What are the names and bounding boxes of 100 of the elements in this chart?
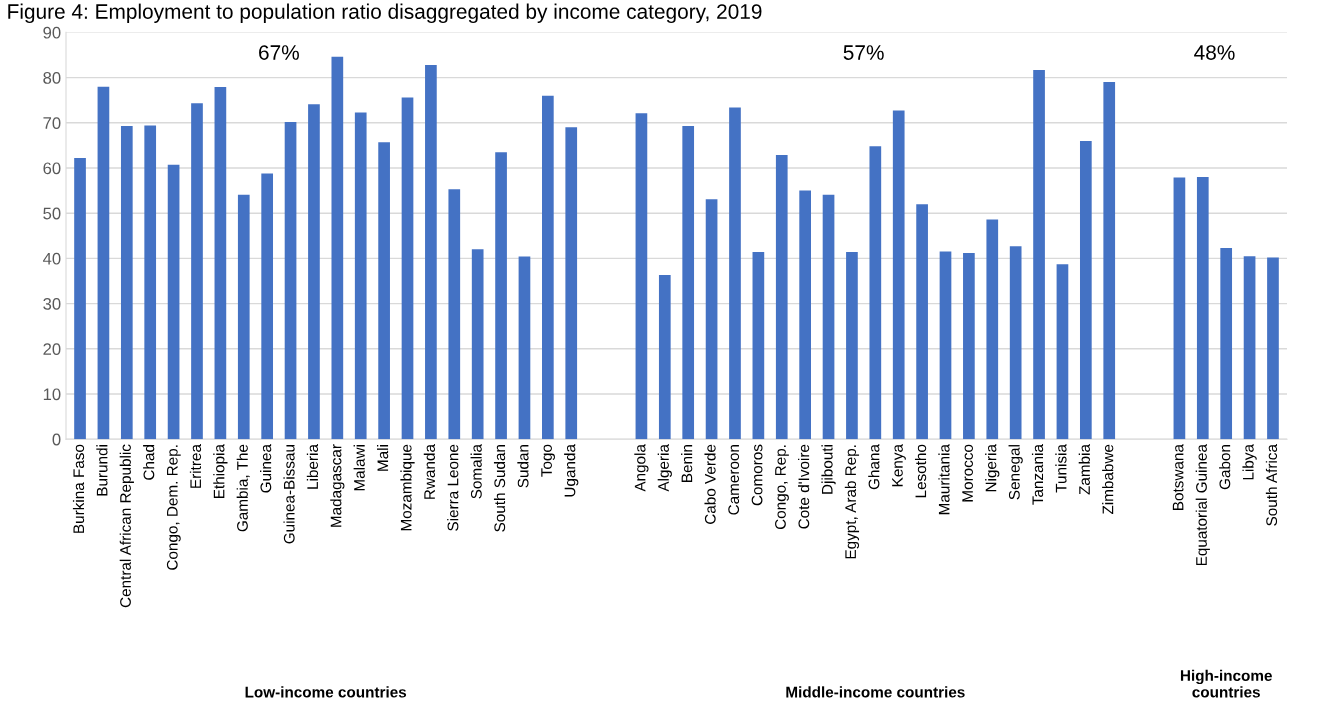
x-tick-label: Mauritania — [938, 444, 950, 515]
bar — [775, 154, 788, 440]
bar — [518, 256, 531, 440]
x-tick-label: Cabo Verde — [704, 444, 716, 524]
x-tick-label: Zambia — [1078, 444, 1090, 495]
x-tick-label: Sierra Leone — [447, 444, 459, 531]
x-tick-label: Ghana — [868, 444, 880, 490]
x-tick-label: Lesotho — [914, 444, 927, 498]
x-tick-label: Zimbabwe — [1102, 444, 1114, 515]
text: Low-income countries — [245, 686, 407, 698]
x-tick-label: Tunisia — [1055, 444, 1067, 493]
bar — [892, 110, 905, 440]
y-tick-label: 90 — [43, 26, 61, 39]
y-tick-label: 60 — [43, 162, 61, 175]
y-tick-label: 70 — [43, 117, 61, 129]
bar — [752, 252, 765, 440]
bar — [144, 125, 157, 440]
x-tick-label: Senegal — [1008, 445, 1023, 500]
x-tick-label: Congo, Dem. Rep. — [166, 445, 181, 570]
x-tick-label: Mali — [376, 445, 389, 471]
annotation: 48% — [1194, 45, 1235, 60]
bar — [354, 112, 367, 440]
bar — [1009, 246, 1022, 440]
x-tick-label: Malawi — [353, 445, 365, 491]
x-tick-label: Kenya — [892, 444, 906, 487]
bar — [916, 204, 928, 440]
bar — [939, 251, 952, 440]
x-tick-label: Rwanda — [423, 444, 435, 499]
bar — [284, 121, 297, 440]
x-tick-label: Sudan — [517, 445, 529, 488]
x-tick-label: Nigeria — [985, 444, 1000, 492]
bar — [565, 127, 578, 440]
x-tick-label: Burundi — [96, 445, 108, 496]
x-tick-label: Togo — [541, 444, 555, 477]
x-tick-label: Mozambique — [400, 444, 415, 531]
bar — [471, 249, 484, 440]
bar — [799, 190, 811, 440]
bar — [986, 219, 999, 440]
x-tick-label: Gabon — [1219, 445, 1231, 490]
x-tick-label: Comoros — [751, 444, 763, 506]
bar — [963, 252, 975, 440]
y-tick-label: 20 — [43, 343, 61, 355]
bar — [167, 164, 180, 440]
chart-title: Figure 4: Employment to population ratio disaggregated by income category, 2019 — [8, 3, 762, 24]
annotation: 57% — [843, 45, 884, 60]
bar — [729, 107, 741, 440]
bar — [542, 95, 554, 440]
x-tick-label: Eritrea — [189, 444, 202, 488]
bar — [1033, 69, 1045, 440]
bar — [1079, 140, 1092, 440]
bar — [1103, 82, 1116, 440]
x-tick-label: Gambia, The — [236, 444, 250, 532]
x-tick-label: Chad — [143, 445, 155, 480]
bar — [658, 275, 671, 440]
bar — [261, 173, 274, 440]
bar — [448, 189, 461, 440]
y-tick-label: 40 — [42, 252, 61, 265]
x-tick-label: Tanzania — [1031, 444, 1044, 505]
x-tick-label: Angola — [634, 444, 649, 492]
annotation: 67% — [259, 45, 299, 60]
text: Middle-income countries — [786, 686, 965, 698]
bar — [1267, 257, 1279, 440]
x-tick-label: Guinea — [260, 444, 272, 493]
bar — [846, 252, 858, 440]
bar — [214, 87, 227, 440]
text: High-income countries — [1180, 669, 1272, 698]
y-tick-label: 80 — [43, 72, 61, 84]
bar — [425, 64, 437, 440]
x-tick-label: Burkina Faso — [72, 444, 85, 533]
x-tick-label: Libya — [1242, 444, 1257, 480]
x-tick-label: Liberia — [306, 444, 319, 489]
bar — [705, 199, 718, 440]
bar — [331, 56, 344, 440]
x-tick-label: Algeria — [657, 444, 672, 492]
x-tick-label: Botswana — [1172, 444, 1184, 510]
x-tick-label: Central African Republic — [119, 444, 134, 608]
x-tick-label: Congo, Rep. — [775, 445, 789, 530]
bar — [495, 152, 507, 440]
bar — [822, 194, 835, 440]
y-tick-label: 10 — [43, 388, 61, 401]
x-tick-label: Benin — [681, 445, 693, 482]
x-tick-label: Djibouti — [821, 445, 836, 494]
bar — [97, 86, 110, 440]
bar — [1196, 177, 1209, 440]
x-tick-label: Uganda — [564, 444, 579, 497]
bar — [1243, 256, 1256, 440]
x-tick-label: Morocco — [962, 444, 973, 502]
bar — [1220, 248, 1233, 440]
x-tick-label: Equatorial Guinea — [1195, 444, 1210, 566]
bar — [869, 146, 882, 440]
bar — [120, 125, 133, 440]
bar — [378, 142, 390, 440]
bar — [635, 113, 648, 440]
y-tick-label: 30 — [43, 298, 61, 310]
x-tick-label: South Africa — [1265, 444, 1278, 526]
y-tick-label: 0 — [52, 433, 61, 446]
x-tick-label: Guinea-Bissau — [283, 445, 295, 544]
y-tick-label: 50 — [43, 207, 61, 220]
x-tick-label: Somalia — [470, 444, 482, 499]
bar — [191, 103, 203, 440]
